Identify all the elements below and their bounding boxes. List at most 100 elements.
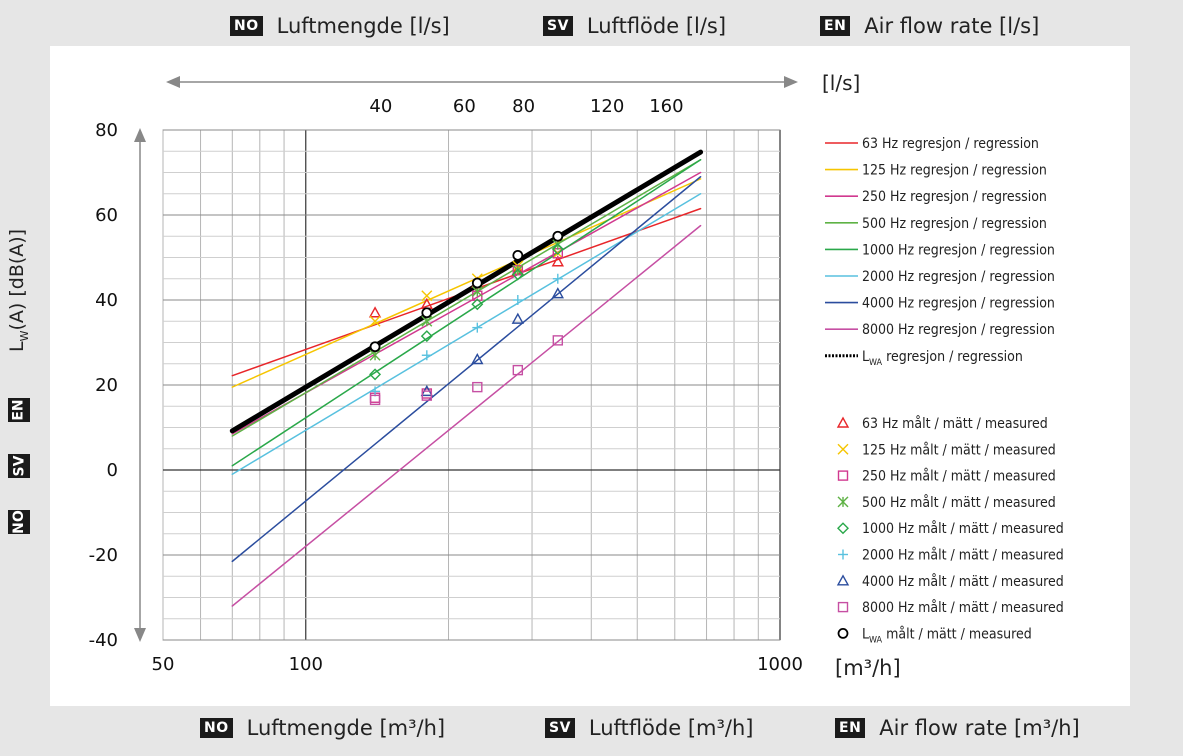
header-en: EN Air flow rate [l/s] (820, 14, 1039, 38)
regression-line (231, 224, 702, 607)
data-point (472, 381, 483, 393)
data-point (511, 312, 525, 324)
legend-marker-swatch (837, 496, 849, 508)
badge-sv: SV (545, 718, 575, 738)
legend-marker-swatch (837, 443, 849, 455)
marker-shape (552, 230, 564, 242)
regression-line (231, 159, 702, 437)
legend-line-label: 2000 Hz regresjon / regression (862, 269, 1055, 285)
data-point (511, 268, 524, 281)
data-point (368, 306, 382, 318)
legend-marker-swatch (837, 601, 849, 613)
data-point (369, 315, 381, 327)
data-point (512, 295, 523, 305)
legend-marker-swatch (838, 549, 848, 560)
regression-line-lwa (229, 149, 704, 434)
marker-shape (471, 277, 483, 289)
data-point (512, 364, 524, 376)
side-badge-no: NO (8, 510, 30, 534)
legend-marker-label: 125 Hz målt / mätt / measured (862, 441, 1056, 458)
top-arrow-head-left (166, 76, 180, 88)
y-tick-label: 0 (107, 460, 118, 481)
legend-line-label: 8000 Hz regresjon / regression (862, 322, 1055, 338)
data-point (471, 353, 484, 365)
legend-marker-swatch (836, 416, 850, 428)
marker-shape (512, 364, 524, 376)
regression-line (231, 159, 702, 467)
legend-line-label: 63 Hz regresjon / regression (862, 136, 1039, 152)
data-point (369, 341, 381, 353)
header-en-label: Air flow rate [l/s] (864, 14, 1040, 38)
y-tick-label: -40 (89, 630, 118, 651)
data-point (369, 368, 382, 381)
marker-shape (511, 312, 525, 324)
marker-shape (421, 390, 433, 401)
legend-marker-swatch (837, 628, 849, 639)
top-tick-label: 160 (649, 96, 683, 117)
y-arrow-head-bottom (134, 628, 146, 642)
marker-shape (837, 470, 849, 481)
legend-line-label: 250 Hz regresjon / regression (862, 189, 1047, 205)
data-point (420, 330, 433, 343)
marker-shape (836, 574, 850, 586)
top-tick-label: 40 (369, 96, 392, 117)
data-point (551, 255, 564, 267)
legend-marker-label: 8000 Hz målt / mätt / measured (862, 599, 1064, 616)
regression-line (231, 176, 702, 563)
footer-en: EN Air flow rate [m³/h] (835, 716, 1080, 740)
data-point (421, 350, 432, 361)
x-tick-label: 50 (152, 654, 175, 675)
footer-sv-label: Luftflöde [m³/h] (588, 716, 754, 740)
marker-shape (837, 522, 849, 535)
top-tick-label: 60 (453, 96, 476, 117)
marker-shape (512, 249, 524, 261)
marker-shape (472, 381, 483, 393)
marker-shape (551, 255, 564, 267)
marker-shape (471, 298, 484, 311)
legend-marker-swatch (836, 574, 850, 586)
legend-marker-label: 250 Hz målt / mätt / measured (862, 468, 1056, 485)
marker-shape (837, 628, 849, 639)
marker-shape (369, 394, 381, 406)
badge-sv: SV (543, 16, 573, 36)
legend-marker-label: LWA målt / mätt / measured (862, 625, 1032, 645)
side-badge-sv: SV (8, 454, 30, 478)
top-tick-label: 120 (590, 96, 624, 117)
legend-marker-label: 4000 Hz målt / mätt / measured (862, 573, 1064, 590)
footer-en-label: Air flow rate [m³/h] (879, 716, 1080, 740)
marker-shape (511, 268, 524, 281)
legend-line-label: LWA regresjon / regression (862, 349, 1023, 368)
marker-shape (836, 416, 850, 428)
y-tick-label: -20 (89, 545, 118, 566)
data-point (421, 390, 433, 401)
data-point (552, 273, 563, 284)
y-tick-label: 20 (95, 375, 118, 396)
x-axis-unit: [m³/h] (835, 656, 901, 680)
badge-no: NO (200, 718, 233, 738)
y-arrow-head-top (134, 128, 146, 142)
marker-shape (421, 290, 433, 302)
y-tick-label: 60 (95, 205, 118, 226)
x-tick-label: 1000 (757, 654, 803, 675)
top-arrow-head-right (784, 76, 798, 88)
header-no-label: Luftmengde [l/s] (276, 14, 450, 38)
badge-en: EN (820, 16, 851, 36)
legend-marker-swatch (837, 522, 849, 535)
marker-shape (369, 341, 381, 353)
legend-line-label: 125 Hz regresjon / regression (862, 163, 1047, 179)
marker-shape (837, 601, 849, 613)
x-tick-label: 100 (289, 654, 323, 675)
marker-shape (369, 368, 382, 381)
header-sv-label: Luftflöde [l/s] (586, 14, 727, 38)
legend-marker-label: 500 Hz målt / mätt / measured (862, 494, 1056, 511)
top-axis-unit: [l/s] (822, 71, 860, 95)
footer-no-label: Luftmengde [m³/h] (246, 716, 446, 740)
marker-shape (551, 287, 564, 299)
marker-shape (552, 335, 564, 346)
regression-line (231, 178, 702, 388)
legend-line-label: 1000 Hz regresjon / regression (862, 242, 1055, 258)
data-point (552, 335, 564, 346)
data-point (551, 287, 564, 299)
side-badge-en: EN (8, 398, 30, 422)
